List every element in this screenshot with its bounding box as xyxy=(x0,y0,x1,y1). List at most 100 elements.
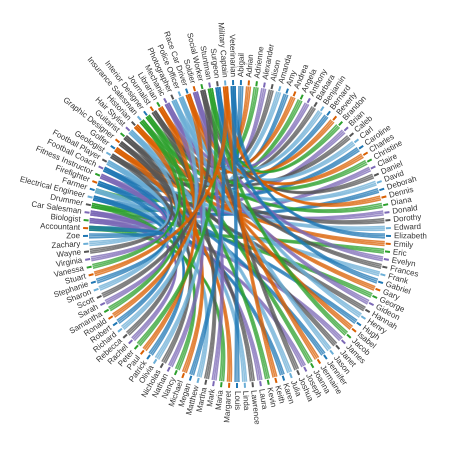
node-tick xyxy=(122,333,128,339)
node-label: Virginia xyxy=(55,255,83,268)
chord xyxy=(224,86,276,378)
node-tick xyxy=(310,362,315,369)
node-label: Accountant xyxy=(40,221,81,232)
node-tick xyxy=(306,97,311,104)
node-tick xyxy=(146,354,151,360)
node-tick xyxy=(88,273,94,277)
node-tick xyxy=(89,187,95,192)
node-tick xyxy=(94,172,101,177)
chord xyxy=(93,86,226,273)
chord xyxy=(234,85,240,383)
node-tick xyxy=(353,138,360,144)
node-tick xyxy=(376,180,382,184)
node-label: Elizabeth xyxy=(394,231,427,240)
chord xyxy=(136,88,216,344)
node-label: Diana xyxy=(390,195,413,208)
node-tick xyxy=(274,377,278,384)
node-tick xyxy=(85,258,91,261)
node-tick xyxy=(103,308,110,314)
node-tick xyxy=(358,144,364,150)
node-tick xyxy=(360,315,367,320)
node-tick xyxy=(384,211,390,214)
node-tick xyxy=(181,372,185,379)
node-tick xyxy=(270,83,274,90)
node-tick xyxy=(377,280,384,285)
node-label: Biologist xyxy=(50,212,82,224)
node-tick xyxy=(366,158,373,163)
node-tick xyxy=(383,258,389,261)
node-label: Louis xyxy=(233,391,242,410)
chord xyxy=(154,97,204,358)
node-tick xyxy=(343,126,349,132)
node-tick xyxy=(285,88,289,94)
node-tick xyxy=(92,180,98,184)
node-label: Emily xyxy=(393,239,413,249)
node-tick xyxy=(200,83,204,90)
node-label: Abigail xyxy=(236,53,246,77)
chord xyxy=(91,206,195,370)
node-tick xyxy=(278,85,282,92)
chord xyxy=(148,114,313,363)
chord xyxy=(190,87,225,376)
node-tick xyxy=(296,369,301,376)
node-tick xyxy=(329,349,335,355)
chords xyxy=(88,85,386,383)
node-tick xyxy=(384,250,391,253)
node-tick xyxy=(87,195,93,199)
node-tick xyxy=(173,369,178,376)
node-tick xyxy=(380,273,386,277)
chord xyxy=(232,85,386,237)
node-tick xyxy=(117,327,123,333)
node-tick xyxy=(112,321,118,327)
node-label: Evelyn xyxy=(391,256,416,269)
chord xyxy=(230,86,237,383)
node-tick xyxy=(292,91,297,97)
chord xyxy=(91,204,372,297)
node-tick xyxy=(159,362,164,369)
chord xyxy=(98,180,358,322)
node-tick xyxy=(143,110,148,116)
node-tick xyxy=(83,250,90,253)
node-tick xyxy=(101,158,108,163)
node-tick xyxy=(332,115,338,121)
node-tick xyxy=(136,115,142,121)
node-tick xyxy=(86,265,92,269)
node-tick xyxy=(364,308,371,314)
chord xyxy=(188,93,320,358)
node-tick xyxy=(128,339,134,345)
chord xyxy=(159,107,352,329)
node-tick xyxy=(98,165,104,170)
node-tick xyxy=(192,85,196,92)
node-tick xyxy=(373,172,380,177)
node-tick xyxy=(251,382,254,388)
node-tick xyxy=(335,344,341,350)
chord xyxy=(90,214,169,302)
node-label: Edward xyxy=(394,222,421,232)
node-tick xyxy=(125,126,131,132)
node-tick xyxy=(370,165,376,170)
node-tick xyxy=(204,379,208,385)
node-tick xyxy=(316,358,322,365)
chord xyxy=(189,87,224,375)
node-label: Veterinarian xyxy=(228,34,238,77)
node-label: Wayne xyxy=(56,247,82,259)
node-tick xyxy=(255,81,258,87)
chord xyxy=(146,115,312,363)
chord xyxy=(89,163,169,243)
node-label: Linda xyxy=(241,391,251,412)
node-tick xyxy=(90,280,97,285)
node-tick xyxy=(368,301,375,307)
node-tick xyxy=(381,195,387,199)
chord xyxy=(192,86,226,376)
node-tick xyxy=(110,144,116,150)
node-tick xyxy=(372,294,378,299)
node-tick xyxy=(188,375,193,381)
chord xyxy=(92,121,180,266)
node-label: Adrian xyxy=(244,54,255,78)
node-label: Donald xyxy=(392,203,418,216)
node-tick xyxy=(340,339,346,345)
node-tick xyxy=(299,94,304,100)
node-tick xyxy=(177,91,182,97)
node-tick xyxy=(346,333,352,339)
